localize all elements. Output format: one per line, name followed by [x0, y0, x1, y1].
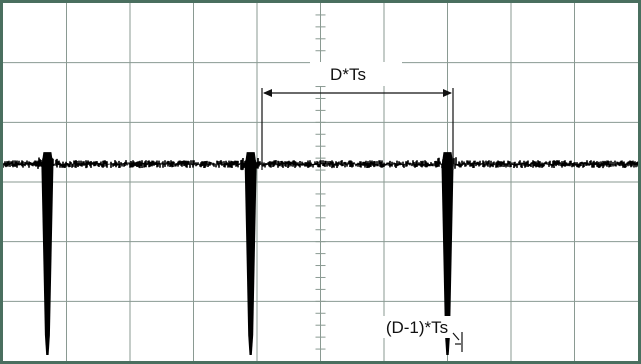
trace-pulse [441, 152, 454, 355]
trace-pulse [244, 152, 257, 355]
period-label: D*Ts [330, 65, 366, 84]
signal-trace [2, 152, 639, 355]
offset-leader-line [452, 332, 460, 341]
offset-label-bg [375, 316, 457, 338]
offset-label: (D-1)*Ts [386, 318, 448, 337]
period-arrow-right-head [443, 89, 452, 97]
period-arrow-left-head [263, 89, 272, 97]
period-dimension: D*Ts [261, 62, 454, 170]
trace-pulse [41, 152, 54, 355]
period-label-bg [310, 62, 402, 86]
offset-dimension: (D-1)*Ts [375, 316, 463, 352]
